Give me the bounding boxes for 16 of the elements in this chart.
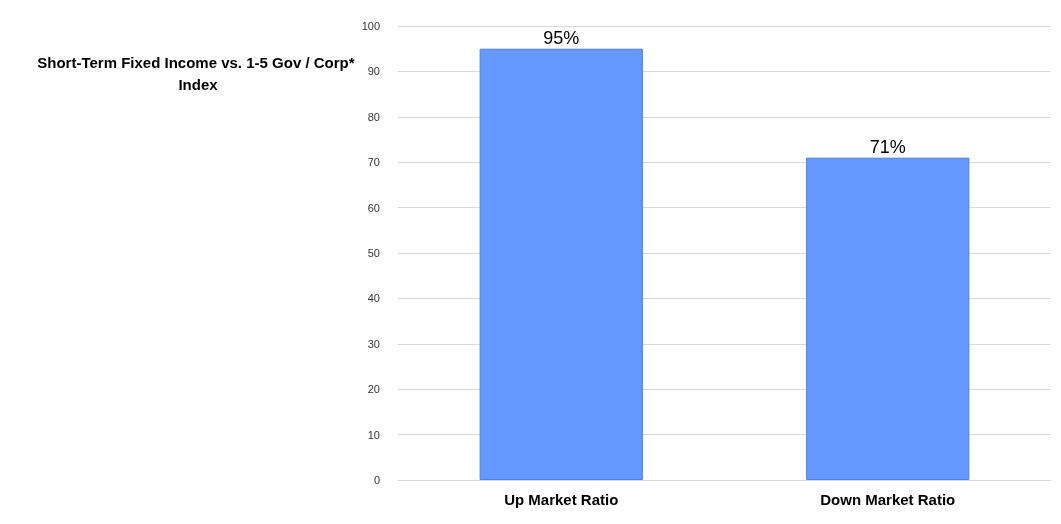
data-label: 95% (543, 27, 580, 48)
y-tick-label: 10 (367, 428, 380, 441)
y-tick-label: 100 (361, 20, 380, 32)
y-tick-label: 80 (367, 110, 380, 123)
y-tick-label: 70 (367, 156, 380, 169)
y-tick-label: 20 (367, 383, 380, 396)
y-tick-label: 40 (367, 292, 380, 305)
y-tick-label: 90 (367, 65, 380, 78)
y-tick-label: 60 (367, 201, 380, 214)
data-label: 71% (869, 136, 906, 157)
y-tick-label: 50 (367, 247, 380, 259)
y-tick-label: 30 (367, 337, 380, 350)
text: Short-Term Fixed Income vs. 1-5 Gov / Corp* Index (37, 53, 359, 93)
x-tick-label: Down Market Ratio (820, 491, 956, 508)
x-tick-label: Up Market Ratio (504, 491, 619, 508)
y-tick-label: 0 (373, 474, 380, 486)
